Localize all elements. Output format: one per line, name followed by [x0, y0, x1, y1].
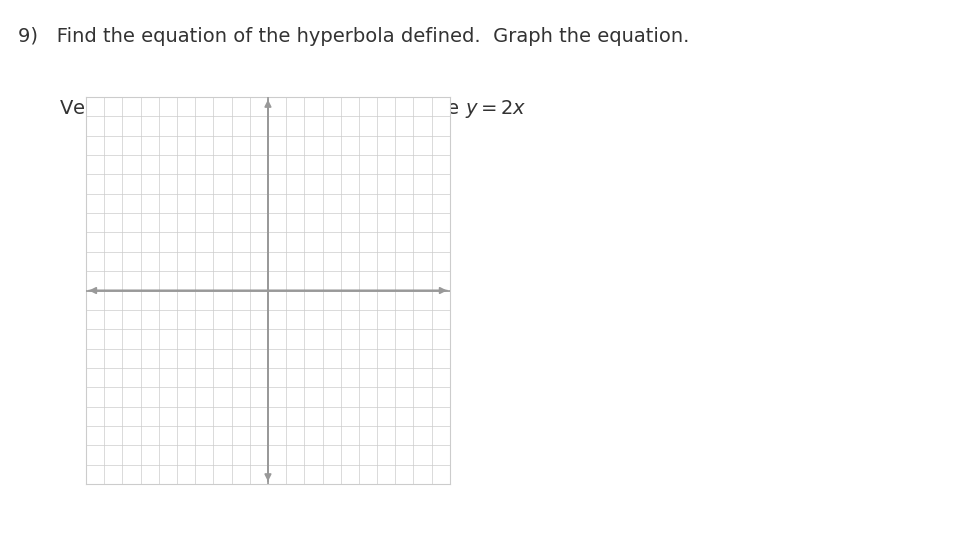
- Text: 9)   Find the equation of the hyperbola defined.  Graph the equation.: 9) Find the equation of the hyperbola de…: [18, 27, 690, 46]
- Text: Vertices at ($\pm$4, 0); Asymptote is the line $y = 2x$: Vertices at ($\pm$4, 0); Asymptote is th…: [59, 97, 526, 120]
